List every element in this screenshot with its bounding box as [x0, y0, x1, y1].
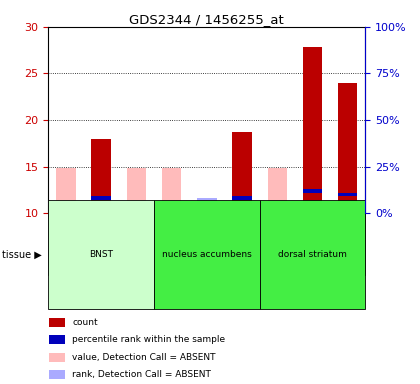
Text: GSM134715: GSM134715: [132, 221, 141, 267]
Bar: [49, 370, 65, 379]
Text: GSM134718: GSM134718: [238, 221, 247, 267]
Bar: [56, 209, 76, 212]
Bar: [162, 209, 181, 212]
Bar: [92, 139, 111, 213]
Bar: [119, 213, 154, 275]
Bar: [295, 213, 330, 275]
Bar: [56, 169, 76, 213]
Bar: [260, 200, 365, 309]
Text: value, Detection Call = ABSENT: value, Detection Call = ABSENT: [72, 353, 216, 362]
Bar: [189, 213, 224, 275]
Bar: [338, 193, 357, 196]
Bar: [49, 318, 65, 327]
Bar: [48, 213, 84, 275]
Bar: [303, 189, 322, 193]
Text: count: count: [72, 318, 98, 327]
Bar: [303, 47, 322, 213]
Text: GSM134720: GSM134720: [308, 221, 317, 267]
Bar: [154, 213, 189, 275]
Bar: [49, 335, 65, 344]
Text: GSM134713: GSM134713: [61, 221, 71, 267]
Text: GSM134719: GSM134719: [273, 221, 282, 267]
Text: nucleus accumbens: nucleus accumbens: [162, 250, 252, 259]
Bar: [84, 213, 119, 275]
Bar: [338, 83, 357, 213]
Text: percentile rank within the sample: percentile rank within the sample: [72, 335, 226, 344]
Bar: [232, 132, 252, 213]
Text: tissue ▶: tissue ▶: [2, 249, 42, 260]
Bar: [330, 213, 365, 275]
Text: GSM134716: GSM134716: [167, 221, 176, 267]
Bar: [154, 200, 260, 309]
Text: GSM134721: GSM134721: [343, 221, 352, 267]
Bar: [49, 353, 65, 362]
Bar: [197, 198, 217, 202]
Bar: [48, 200, 154, 309]
Text: GSM134717: GSM134717: [202, 221, 211, 267]
Title: GDS2344 / 1456255_at: GDS2344 / 1456255_at: [129, 13, 284, 26]
Bar: [268, 169, 287, 213]
Text: rank, Detection Call = ABSENT: rank, Detection Call = ABSENT: [72, 370, 211, 379]
Bar: [268, 209, 287, 212]
Bar: [232, 196, 252, 200]
Bar: [224, 213, 260, 275]
Text: BNST: BNST: [89, 250, 113, 259]
Bar: [127, 209, 146, 212]
Bar: [260, 213, 295, 275]
Bar: [162, 169, 181, 213]
Bar: [127, 169, 146, 213]
Bar: [92, 196, 111, 200]
Text: GSM134714: GSM134714: [97, 221, 106, 267]
Text: dorsal striatum: dorsal striatum: [278, 250, 347, 259]
